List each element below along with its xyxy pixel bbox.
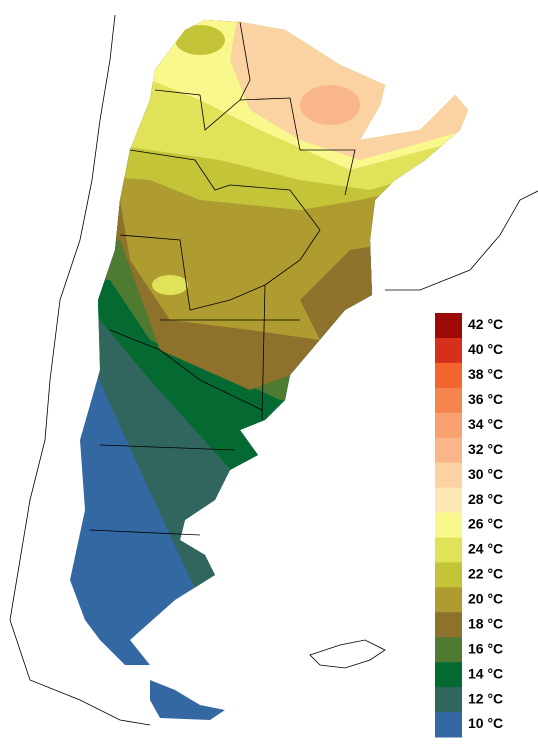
- legend-swatch: [435, 712, 462, 738]
- legend-label: 28 °C: [468, 491, 503, 507]
- legend-swatch: [435, 362, 462, 389]
- islands: [309, 639, 386, 669]
- legend-label: 16 °C: [468, 640, 503, 656]
- legend: 42 °C 40 °C 38 °C 36 °C 34 °C 32 °C 30 °C 28 °C…: [435, 313, 503, 738]
- legend-swatch: [435, 687, 462, 713]
- legend-label: 38 °C: [468, 366, 503, 382]
- chile-coast: [9, 14, 151, 726]
- legend-swatch: [435, 537, 462, 563]
- chile-border: [385, 190, 538, 291]
- legend-label: 14 °C: [468, 665, 503, 681]
- legend-swatch: [435, 462, 462, 489]
- legend-swatch: [435, 313, 462, 339]
- legend-swatch: [435, 562, 462, 588]
- legend-swatch: [435, 512, 462, 538]
- legend-swatch: [435, 587, 462, 613]
- legend-label: 36 °C: [468, 391, 503, 407]
- legend-label: 12 °C: [468, 690, 503, 706]
- legend-label: 20 °C: [468, 591, 503, 607]
- legend-swatch: [435, 337, 462, 364]
- legend-label: 32 °C: [468, 441, 503, 457]
- legend-swatch: [435, 387, 462, 414]
- legend-swatch: [435, 437, 462, 464]
- legend-swatch: [435, 612, 462, 638]
- legend-swatch: [435, 412, 462, 439]
- legend-label: 42 °C: [468, 316, 503, 332]
- legend-label: 24 °C: [468, 541, 503, 557]
- legend-swatch: [435, 487, 462, 514]
- legend-label: 34 °C: [468, 416, 503, 432]
- legend-label: 22 °C: [468, 566, 503, 582]
- legend-label: 40 °C: [468, 341, 503, 357]
- province-borders: [89, 21, 356, 536]
- legend-swatch: [435, 637, 462, 663]
- legend-label: 18 °C: [468, 615, 503, 631]
- legend-swatch: [435, 662, 462, 688]
- legend-label: 10 °C: [468, 715, 503, 731]
- legend-label: 26 °C: [468, 516, 503, 532]
- legend-label: 30 °C: [468, 466, 503, 482]
